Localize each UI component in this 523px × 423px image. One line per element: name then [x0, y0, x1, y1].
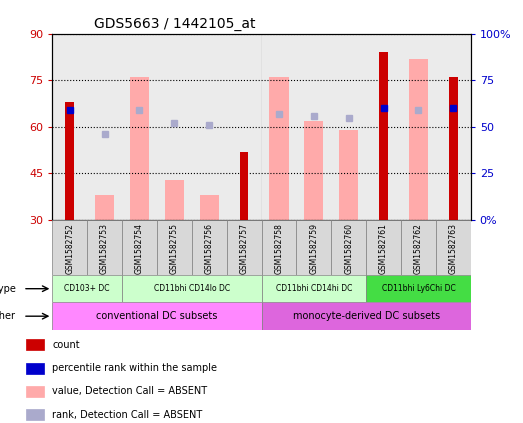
Bar [262, 275, 366, 302]
Bar [122, 34, 157, 220]
Bar [52, 302, 262, 330]
Bar [304, 121, 323, 220]
Bar [52, 220, 87, 275]
Bar [87, 220, 122, 275]
Text: other: other [0, 311, 16, 321]
Text: cell type: cell type [0, 284, 16, 294]
Bar [297, 34, 331, 220]
Bar [366, 34, 401, 220]
Bar [366, 275, 471, 302]
Bar [52, 275, 122, 302]
Bar [401, 220, 436, 275]
Bar [240, 152, 248, 220]
Text: GSM1582756: GSM1582756 [204, 222, 214, 274]
Bar [26, 409, 44, 420]
Bar [122, 275, 262, 302]
Text: GSM1582759: GSM1582759 [309, 222, 319, 274]
Text: GSM1582760: GSM1582760 [344, 222, 353, 274]
Text: conventional DC subsets: conventional DC subsets [96, 311, 218, 321]
Bar [226, 220, 262, 275]
Bar [262, 302, 471, 330]
Bar [339, 130, 358, 220]
Bar [366, 220, 401, 275]
Text: count: count [52, 340, 80, 350]
Text: CD11bhi Ly6Chi DC: CD11bhi Ly6Chi DC [381, 284, 456, 293]
Text: monocyte-derived DC subsets: monocyte-derived DC subsets [292, 311, 440, 321]
Bar [436, 220, 471, 275]
Bar [449, 77, 458, 220]
Text: GSM1582755: GSM1582755 [170, 222, 179, 274]
Bar [262, 34, 297, 220]
Bar [52, 34, 87, 220]
Bar [297, 220, 331, 275]
Bar [157, 34, 192, 220]
Bar [192, 220, 226, 275]
Text: GSM1582758: GSM1582758 [275, 222, 283, 274]
Bar [130, 77, 149, 220]
Text: GSM1582757: GSM1582757 [240, 222, 248, 274]
Bar [122, 220, 157, 275]
Bar [26, 386, 44, 397]
Bar [262, 220, 297, 275]
Bar [379, 52, 388, 220]
Bar [157, 220, 192, 275]
Text: CD11bhi CD14lo DC: CD11bhi CD14lo DC [154, 284, 230, 293]
Bar [95, 195, 114, 220]
Text: GDS5663 / 1442105_at: GDS5663 / 1442105_at [94, 17, 256, 31]
Bar [65, 102, 74, 220]
Bar [409, 59, 428, 220]
Text: GSM1582761: GSM1582761 [379, 222, 388, 274]
Text: GSM1582752: GSM1582752 [65, 222, 74, 274]
Bar [436, 34, 471, 220]
Text: GSM1582753: GSM1582753 [100, 222, 109, 274]
Text: rank, Detection Call = ABSENT: rank, Detection Call = ABSENT [52, 409, 202, 420]
Bar [226, 34, 262, 220]
Bar [331, 220, 366, 275]
Text: GSM1582754: GSM1582754 [135, 222, 144, 274]
Bar [26, 363, 44, 374]
Bar [26, 339, 44, 350]
Text: GSM1582762: GSM1582762 [414, 222, 423, 274]
Bar [200, 195, 219, 220]
Bar [401, 34, 436, 220]
Text: GSM1582763: GSM1582763 [449, 222, 458, 274]
Bar [165, 180, 184, 220]
Text: CD103+ DC: CD103+ DC [64, 284, 110, 293]
Text: CD11bhi CD14hi DC: CD11bhi CD14hi DC [276, 284, 352, 293]
Bar [87, 34, 122, 220]
Bar [269, 77, 289, 220]
Bar [192, 34, 226, 220]
Text: percentile rank within the sample: percentile rank within the sample [52, 363, 217, 373]
Text: value, Detection Call = ABSENT: value, Detection Call = ABSENT [52, 386, 208, 396]
Bar [331, 34, 366, 220]
